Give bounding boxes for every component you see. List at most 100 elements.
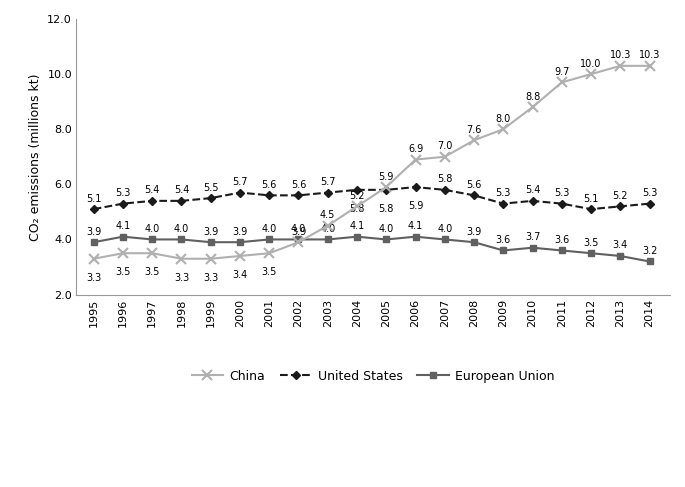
Text: 5.3: 5.3 [554, 188, 569, 198]
United States [587, 206, 595, 212]
Text: 5.7: 5.7 [320, 177, 336, 187]
China [353, 204, 361, 209]
United States [236, 189, 244, 195]
Text: 3.9: 3.9 [86, 226, 101, 237]
Text: 4.0: 4.0 [262, 224, 277, 234]
China [382, 184, 390, 190]
China [558, 79, 566, 85]
United States [265, 192, 273, 198]
China [295, 239, 303, 245]
China [236, 253, 244, 259]
European Union [382, 237, 390, 243]
Text: 5.2: 5.2 [612, 191, 628, 201]
Text: 4.0: 4.0 [379, 224, 394, 234]
European Union [440, 237, 449, 243]
Text: 5.4: 5.4 [174, 186, 189, 195]
European Union [119, 234, 127, 240]
United States [499, 201, 508, 206]
China [440, 154, 449, 160]
European Union [558, 247, 566, 253]
Text: 4.1: 4.1 [115, 221, 131, 231]
Text: 3.5: 3.5 [115, 267, 131, 277]
United States [119, 201, 127, 206]
China [119, 250, 127, 256]
China [207, 256, 215, 262]
Text: 8.0: 8.0 [496, 113, 511, 124]
Text: 5.3: 5.3 [495, 188, 511, 198]
European Union [148, 237, 156, 243]
United States [440, 187, 449, 193]
United States [207, 195, 215, 201]
Text: 4.0: 4.0 [174, 224, 189, 234]
European Union [587, 250, 595, 256]
European Union [295, 237, 303, 243]
European Union [90, 239, 98, 245]
European Union [645, 259, 653, 264]
Text: 4.1: 4.1 [408, 221, 423, 231]
Text: 4.0: 4.0 [291, 224, 306, 234]
China [177, 256, 186, 262]
United States [295, 192, 303, 198]
Text: 3.6: 3.6 [554, 235, 569, 245]
Text: 3.2: 3.2 [642, 246, 657, 256]
Legend: China, United States, European Union: China, United States, European Union [187, 364, 560, 388]
United States [90, 206, 98, 212]
Text: 4.0: 4.0 [145, 224, 160, 234]
China [528, 104, 536, 110]
Text: 10.0: 10.0 [580, 58, 601, 69]
Text: 10.3: 10.3 [639, 50, 660, 60]
Text: 9.7: 9.7 [554, 67, 569, 77]
China [616, 63, 625, 69]
Text: 7.0: 7.0 [437, 141, 452, 151]
China [90, 256, 98, 262]
European Union [265, 237, 273, 243]
European Union [177, 237, 186, 243]
European Union [470, 239, 478, 245]
European Union [323, 237, 332, 243]
European Union [499, 247, 508, 253]
Text: 7.6: 7.6 [466, 125, 482, 135]
Line: China: China [89, 61, 654, 263]
European Union [528, 245, 536, 251]
European Union [236, 239, 244, 245]
Text: 3.6: 3.6 [496, 235, 511, 245]
United States [558, 201, 566, 206]
Line: United States: United States [90, 184, 653, 212]
China [412, 157, 420, 163]
Text: 4.0: 4.0 [320, 224, 336, 234]
Y-axis label: CO₂ emissions (millions kt): CO₂ emissions (millions kt) [29, 73, 42, 241]
Text: 3.5: 3.5 [262, 267, 277, 277]
Line: European Union: European Union [90, 233, 653, 265]
European Union [616, 253, 625, 259]
United States [177, 198, 186, 204]
Text: 3.5: 3.5 [584, 238, 599, 248]
Text: 8.8: 8.8 [525, 92, 540, 102]
Text: 3.4: 3.4 [232, 270, 247, 280]
Text: 5.8: 5.8 [379, 204, 394, 214]
Text: 3.9: 3.9 [466, 226, 482, 237]
United States [528, 198, 536, 204]
Text: 5.6: 5.6 [466, 180, 482, 190]
Text: 3.3: 3.3 [174, 273, 189, 282]
Text: 3.5: 3.5 [145, 267, 160, 277]
European Union [207, 239, 215, 245]
Text: 3.3: 3.3 [203, 273, 219, 282]
China [499, 126, 508, 132]
China [148, 250, 156, 256]
Text: 5.3: 5.3 [642, 188, 657, 198]
Text: 5.9: 5.9 [408, 201, 423, 211]
Text: 5.4: 5.4 [145, 186, 160, 195]
Text: 5.1: 5.1 [86, 193, 101, 204]
Text: 5.7: 5.7 [232, 177, 248, 187]
European Union [412, 234, 420, 240]
Text: 6.9: 6.9 [408, 144, 423, 154]
Text: 5.5: 5.5 [203, 183, 219, 192]
United States [382, 187, 390, 193]
China [587, 71, 595, 77]
Text: 5.8: 5.8 [437, 174, 452, 184]
China [265, 250, 273, 256]
China [645, 63, 653, 69]
United States [616, 204, 625, 209]
United States [645, 201, 653, 206]
United States [353, 187, 361, 193]
